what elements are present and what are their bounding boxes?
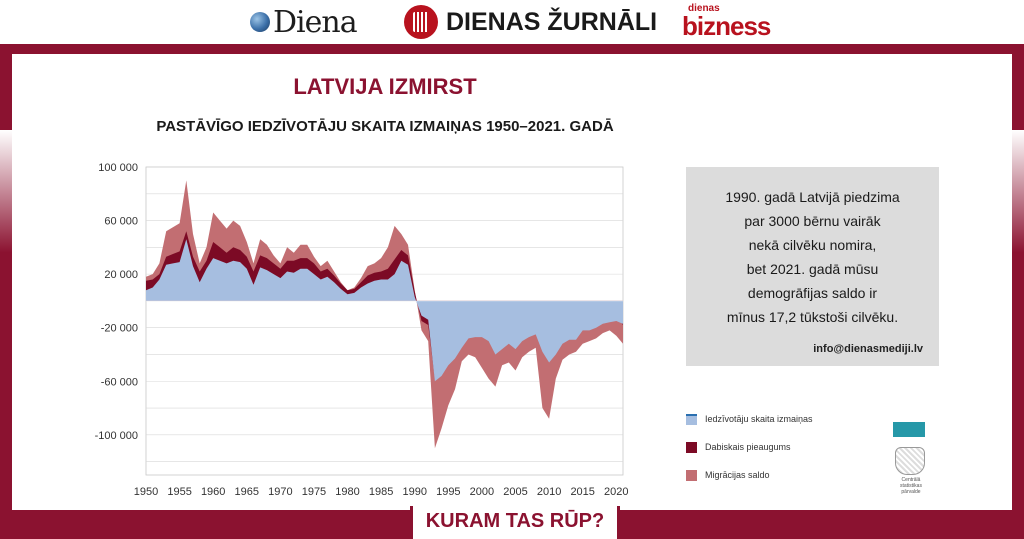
dienas-bizness-logo[interactable]: dienas bizness — [682, 3, 771, 41]
x-tick-label: 1975 — [302, 486, 326, 498]
dienas-zurnali-text: DIENAS ŽURNĀLI — [446, 7, 658, 36]
legend-swatch-natural — [686, 441, 697, 453]
y-tick-label: -20 000 — [101, 323, 138, 335]
info-line: demogrāfijas saldo ir — [747, 285, 878, 301]
info-text: 1990. gadā Latvijā piedzima par 3000 bēr… — [686, 185, 939, 329]
dienas-zurnali-logo[interactable]: DIENAS ŽURNĀLI — [404, 5, 658, 39]
legend-label: Migrācijas saldo — [705, 470, 770, 480]
y-tick-label: 60 000 — [104, 216, 138, 228]
population-change-chart: 100 000 60 000 20 000 -20 000 -60 000 -100 00… — [95, 162, 629, 498]
legend-label: Iedzīvotāju skaita izmaiņas — [705, 414, 813, 424]
chart-subtitle: PASTĀVĪGO IEDZĪVOTĀJU SKAITA IZMAIŅAS 19… — [156, 118, 614, 135]
info-line: bet 2021. gadā mūsu — [746, 261, 879, 277]
coat-of-arms-icon — [895, 447, 925, 475]
legend-swatch-population — [686, 413, 697, 425]
x-tick-label: 2000 — [470, 486, 494, 498]
x-axis: 1950 1955 1960 1965 1970 1975 1980 1985 1990 1995… — [134, 486, 629, 498]
x-tick-label: 1960 — [201, 486, 225, 498]
area-migration-balance — [146, 180, 623, 449]
x-tick-label: 2005 — [503, 486, 527, 498]
db-small-text: dienas — [688, 3, 720, 14]
y-tick-label: 100 000 — [98, 162, 138, 174]
area-natural-increase — [146, 231, 623, 379]
legend-item: Iedzīvotāju skaita izmaiņas — [686, 410, 813, 428]
info-line: mīnus 17,2 tūkstoši cilvēku. — [726, 309, 899, 325]
db-big-text: bizness — [682, 11, 771, 41]
x-tick-label: 1995 — [436, 486, 460, 498]
info-box: 1990. gadā Latvijā piedzima par 3000 bēr… — [686, 167, 939, 366]
x-tick-label: 1955 — [167, 486, 191, 498]
x-tick-label: 1965 — [235, 486, 259, 498]
diena-logo[interactable]: Diena — [250, 4, 358, 40]
legend-label: Dabiskais pieaugums — [705, 442, 791, 452]
globe-icon — [250, 12, 270, 32]
info-line: par 3000 bērnu vairāk — [744, 213, 881, 229]
x-tick-label: 1970 — [268, 486, 292, 498]
frame-fade-right — [1012, 130, 1024, 539]
footer-tab-label[interactable]: KURAM TAS RŪP? — [425, 510, 605, 532]
y-tick-label: -60 000 — [101, 376, 138, 388]
x-tick-label: 1990 — [402, 486, 426, 498]
x-tick-label: 1985 — [369, 486, 393, 498]
x-tick-label: 1950 — [134, 486, 158, 498]
y-axis: 100 000 60 000 20 000 -20 000 -60 000 -100 00… — [95, 162, 138, 442]
x-tick-label: 1980 — [335, 486, 359, 498]
legend-item: Migrācijas saldo — [686, 466, 813, 484]
info-line: nekā cilvēku nomira, — [748, 237, 877, 253]
legend-item: Dabiskais pieaugums — [686, 438, 813, 456]
x-tick-label: 2010 — [537, 486, 561, 498]
y-tick-label: -100 000 — [95, 430, 138, 442]
chart-areas — [146, 180, 623, 449]
brand-bar: Diena DIENAS ŽURNĀLI dienas bizness — [0, 0, 1024, 44]
csb-logo: Centrālā statistikas pārvalde — [893, 422, 929, 495]
y-tick-label: 20 000 — [104, 269, 138, 281]
frame-fade-left — [0, 130, 12, 539]
page-title: LATVIJA IZMIRST — [293, 74, 477, 99]
magazine-badge-icon — [404, 5, 438, 39]
chart-legend: Iedzīvotāju skaita izmaiņas Dabiskais pi… — [686, 410, 813, 494]
diena-logo-text: Diena — [273, 4, 358, 40]
footer-tab — [410, 506, 620, 539]
csb-text: Centrālā statistikas pārvalde — [900, 477, 922, 495]
legend-swatch-migration — [686, 469, 697, 481]
info-line: 1990. gadā Latvijā piedzima — [725, 189, 900, 205]
csb-bar-icon — [893, 422, 925, 437]
x-tick-label: 2020 — [604, 486, 628, 498]
contact-email[interactable]: info@dienasmediji.lv — [813, 343, 923, 355]
area-population-change — [146, 239, 623, 382]
x-tick-label: 2015 — [570, 486, 594, 498]
